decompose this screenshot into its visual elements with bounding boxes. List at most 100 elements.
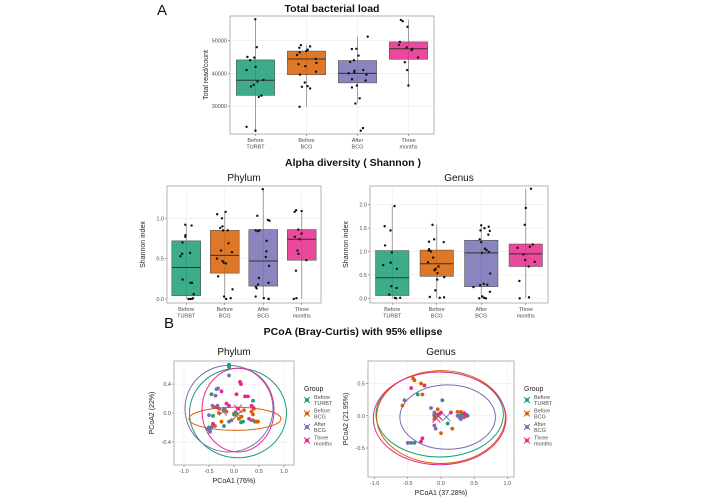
x-tick-label: 0.5 <box>255 469 263 475</box>
data-point <box>187 297 190 301</box>
data-point <box>484 297 488 300</box>
x-tick-label: After <box>257 307 269 313</box>
data-point <box>487 250 491 254</box>
legend-key-cross <box>303 423 311 431</box>
data-point <box>347 72 350 75</box>
x-tick-label: Before <box>298 138 314 144</box>
data-point <box>257 95 261 99</box>
data-point <box>523 258 527 262</box>
x-axis-label: PCoA1 (37.28%) <box>415 490 468 497</box>
data-point <box>523 223 526 227</box>
data-point <box>443 276 446 279</box>
data-point <box>219 419 224 424</box>
legend-title: Group <box>304 386 324 393</box>
legend-label: After <box>534 422 546 428</box>
data-point <box>406 25 409 29</box>
data-point <box>395 286 398 290</box>
box-after-bcg <box>464 239 499 287</box>
data-point <box>247 416 251 421</box>
data-point <box>416 56 420 59</box>
y-tick-label: 0.0 <box>163 411 171 417</box>
data-point <box>207 413 211 418</box>
x-tick-label: TURBT <box>177 314 196 320</box>
y-tick-label: 0.0 <box>359 296 367 302</box>
data-point <box>482 282 485 286</box>
legend-label: months <box>534 442 552 448</box>
legend-label: Three <box>534 436 548 442</box>
data-point <box>251 412 255 417</box>
data-point <box>308 87 312 90</box>
y-tick-label: 1.0 <box>156 216 164 222</box>
data-point <box>350 78 354 81</box>
data-point <box>478 238 481 241</box>
data-point <box>304 64 307 68</box>
data-point <box>528 245 532 249</box>
data-point <box>352 59 356 62</box>
data-point <box>305 259 308 262</box>
box-three-months <box>508 243 543 267</box>
x-tick-label: Three <box>295 307 309 313</box>
data-point <box>395 267 399 271</box>
box-before-bcg <box>287 50 326 75</box>
data-point <box>516 246 519 249</box>
data-point <box>362 68 365 72</box>
legend-key-cross <box>523 410 531 417</box>
x-tick-label: BCG <box>431 314 443 320</box>
data-point <box>450 426 455 431</box>
data-point <box>350 86 354 89</box>
data-point <box>480 251 484 255</box>
data-point <box>427 249 431 252</box>
legend-key-cross <box>523 423 531 431</box>
data-point <box>224 262 228 265</box>
data-point <box>224 210 227 214</box>
data-point <box>249 85 253 88</box>
data-point <box>480 240 483 244</box>
data-point <box>479 229 482 232</box>
data-point <box>354 102 357 105</box>
y-tick-label: -0.4 <box>162 440 171 446</box>
y-tick-label: 0.5 <box>156 257 164 263</box>
chart-pcoa_phylum: Phylum -1.0 -0.5 0.0 0.5 1.0 -0.4 0.0 0.4 PCoA1 (… <box>149 347 333 485</box>
box-before-turbt <box>236 59 275 96</box>
data-point <box>436 271 439 275</box>
data-point <box>464 413 469 418</box>
data-point <box>245 68 248 72</box>
data-point <box>214 387 219 392</box>
plot-area <box>184 362 287 459</box>
data-point <box>215 257 219 260</box>
data-point <box>211 413 215 418</box>
legend-key-cross <box>303 396 311 404</box>
y-tick-label: 0.5 <box>357 382 365 388</box>
ellipse-three-months <box>201 367 275 453</box>
data-point <box>257 276 261 280</box>
legend-label: Three <box>314 436 328 442</box>
data-point <box>256 229 259 233</box>
data-point <box>388 293 391 296</box>
data-point <box>255 287 258 290</box>
data-point <box>256 283 260 286</box>
x-tick-label: Before <box>429 307 445 313</box>
data-point <box>190 281 194 285</box>
legend-key-cross <box>523 396 531 404</box>
x-tick-label: -1.0 <box>370 481 379 487</box>
data-point <box>435 407 440 412</box>
data-point <box>294 269 298 272</box>
legend-label: BCG <box>314 415 326 421</box>
data-point <box>355 47 358 50</box>
data-point <box>462 411 467 416</box>
data-point <box>487 225 490 228</box>
data-point <box>224 401 229 406</box>
data-point <box>239 414 244 419</box>
centroid-marker <box>432 414 441 423</box>
y-tick-label: -0.5 <box>356 446 365 452</box>
data-point <box>214 405 219 410</box>
data-point <box>305 49 308 53</box>
data-point <box>429 406 433 410</box>
x-tick-label: After <box>475 307 487 313</box>
data-point <box>431 223 434 227</box>
data-point <box>190 297 194 301</box>
data-point <box>428 295 431 299</box>
data-point <box>308 45 312 48</box>
